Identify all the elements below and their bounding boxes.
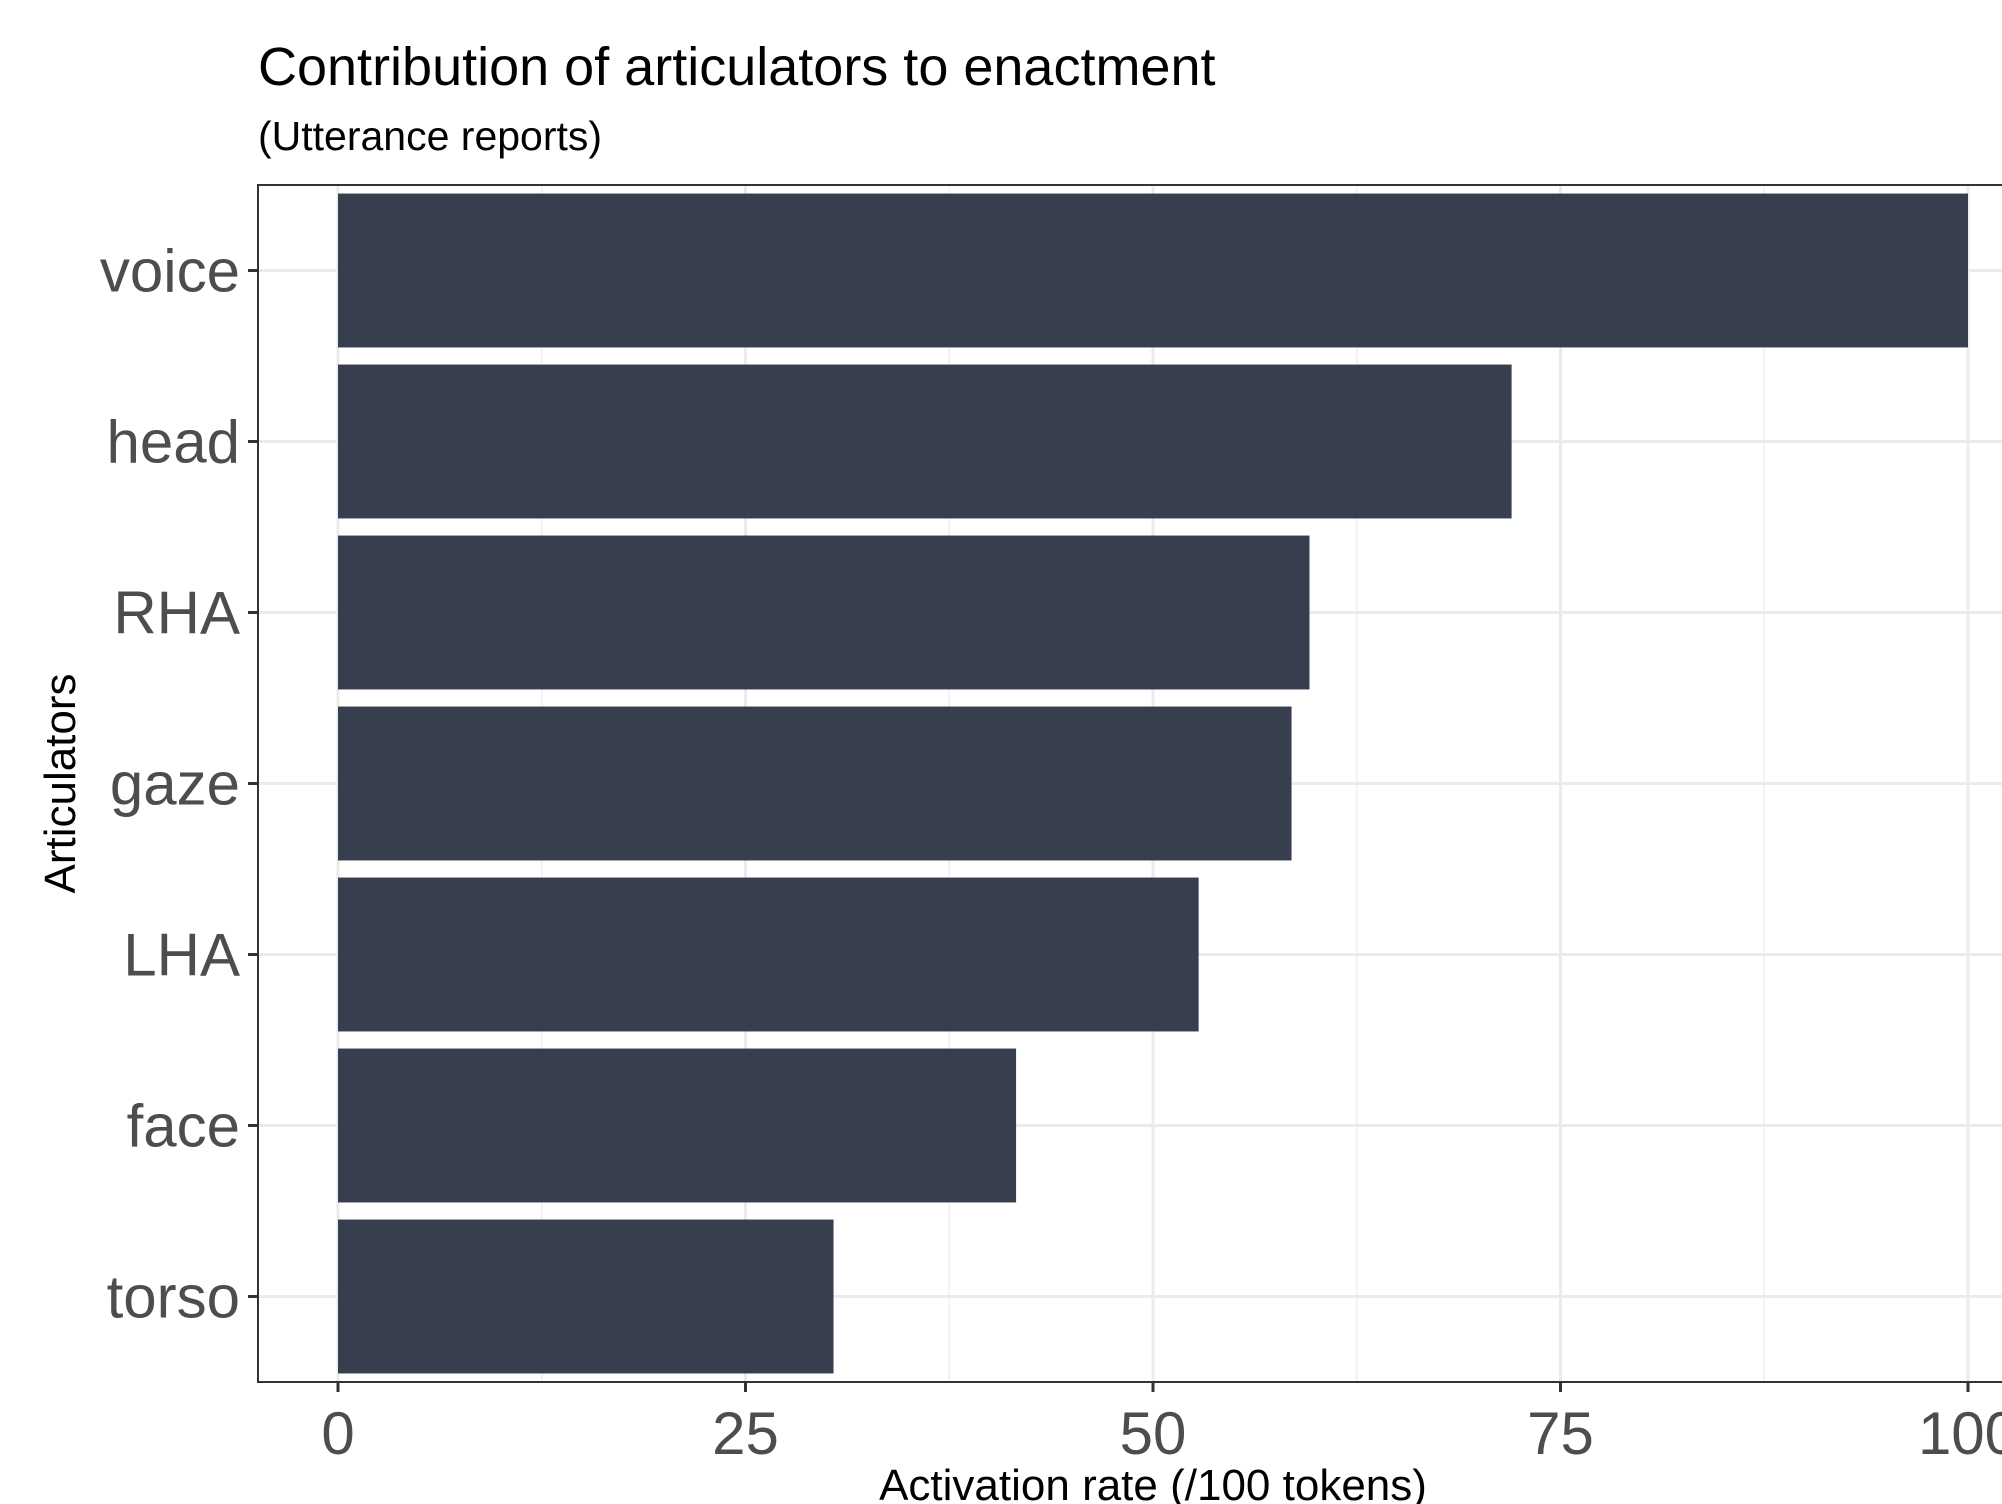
y-tick-label: voice	[100, 238, 240, 305]
axis-ticks	[248, 269, 1970, 1392]
y-tick-label: face	[127, 1093, 240, 1160]
tick-labels: voice head RHA gaze LHA face torso 0 25 50 75 100	[100, 238, 2002, 1468]
y-tick-label: LHA	[123, 922, 240, 989]
x-tick-label: 0	[321, 1400, 354, 1467]
x-tick-label: 50	[1120, 1400, 1187, 1467]
y-tick-label: gaze	[110, 751, 240, 818]
x-axis-title: Activation rate (/100 tokens)	[879, 1461, 1427, 1504]
bar-torso	[338, 1219, 834, 1374]
bars	[338, 193, 1968, 1374]
y-tick-label: head	[107, 409, 240, 476]
x-tick-label: 100	[1918, 1400, 2002, 1467]
x-tick-label: 25	[712, 1400, 779, 1467]
bar-face	[338, 1048, 1017, 1203]
y-axis-title: Articulators	[36, 673, 85, 893]
y-tick-label: RHA	[113, 580, 240, 647]
bar-gaze	[338, 706, 1292, 861]
bar-head	[338, 364, 1512, 519]
x-tick-label: 75	[1527, 1400, 1594, 1467]
y-tick-label: torso	[107, 1264, 240, 1331]
bar-lha	[338, 877, 1199, 1032]
chart-title: Contribution of articulators to enactmen…	[258, 37, 1216, 97]
bar-rha	[338, 535, 1310, 690]
chart-subtitle: (Utterance reports)	[258, 113, 602, 159]
bar-voice	[338, 193, 1968, 348]
